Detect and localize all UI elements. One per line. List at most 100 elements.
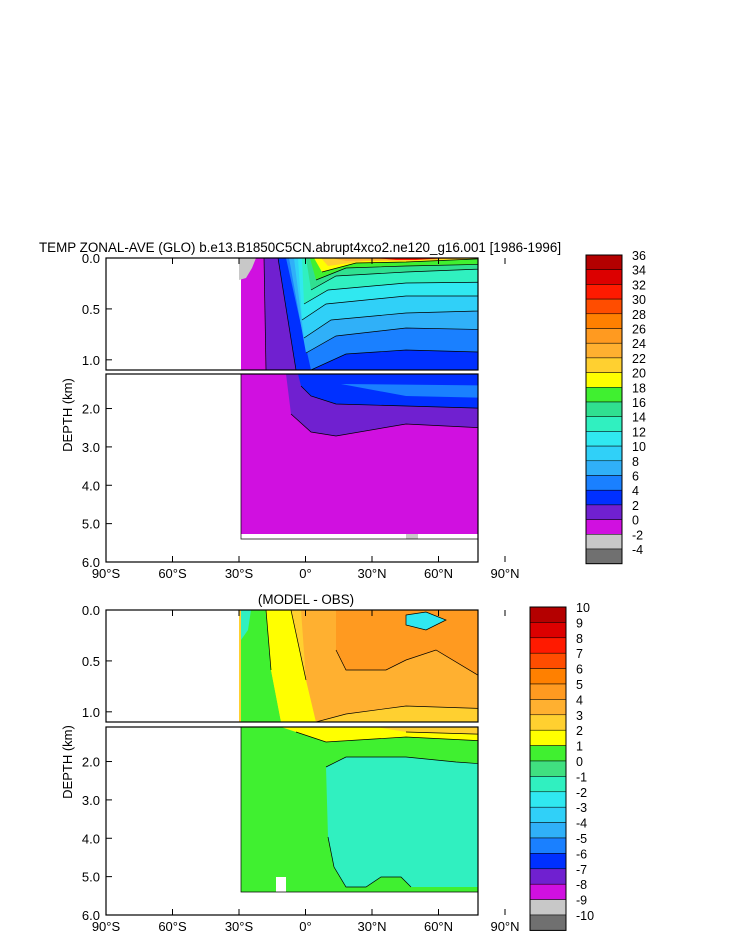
colorbar-label: 28: [632, 308, 646, 322]
colorbar-label: -9: [576, 894, 587, 908]
colorbar-label: 8: [576, 632, 583, 646]
colorbar-label: 18: [632, 381, 646, 395]
y-tick-label: 3.0: [82, 793, 100, 808]
x-tick-label: 90°N: [490, 919, 519, 934]
colorbar-swatch: [529, 637, 567, 654]
x-tick-label: 0°: [299, 566, 311, 581]
colorbar-label: 16: [632, 396, 646, 410]
colorbar-swatch: [585, 298, 623, 315]
x-tick-label: 30°S: [225, 566, 254, 581]
colorbar-label: 2: [632, 499, 639, 513]
y-tick-label: 3.0: [82, 440, 100, 455]
colorbar-label: -10: [576, 909, 594, 923]
colorbar-label: 0: [576, 755, 583, 769]
colorbar-swatch: [585, 284, 623, 300]
x-tick-label: 30°S: [225, 919, 254, 934]
y-tick-label: 1.0: [82, 705, 100, 720]
colorbar-label: -6: [576, 847, 587, 861]
x-tick-label: 60°S: [158, 919, 187, 934]
colorbar-swatch: [585, 254, 623, 270]
colorbar-swatch: [529, 714, 567, 731]
panel-temp: TEMP ZONAL-AVE (GLO) b.e13.B1850C5CN.abr…: [39, 240, 646, 581]
panel2-ylabel: DEPTH (km): [60, 725, 75, 799]
colorbar-swatch: [585, 313, 623, 329]
colorbar-swatch: [585, 342, 623, 359]
colorbar-frame: [585, 254, 623, 565]
colorbar-label: 2: [576, 724, 583, 738]
colorbar-swatch: [529, 606, 567, 623]
colorbar-label: 14: [632, 411, 646, 425]
colorbar-label: 1: [576, 740, 583, 754]
colorbar-swatch: [529, 868, 567, 885]
colorbar-label: 4: [632, 484, 639, 498]
colorbar-swatch: [529, 853, 567, 870]
colorbar-swatch: [585, 460, 623, 476]
x-tick-label: 30°N: [357, 566, 386, 581]
y-tick-label: 0.0: [82, 251, 100, 266]
panel2-axes: 90°S 60°S 30°S 0° 30°N 60°N 90°N 0.0 0.5 1.0 2.0 3.…: [82, 603, 520, 934]
colorbar-swatch: [529, 622, 567, 639]
colorbar-swatch: [585, 534, 623, 550]
colorbar-label: -2: [576, 786, 587, 800]
colorbar-label: -5: [576, 832, 587, 846]
colorbar-label: 4: [576, 693, 583, 707]
panel2-lower-plot: [105, 726, 479, 916]
colorbar-label: 10: [576, 601, 590, 615]
colorbar-label: 24: [632, 337, 646, 351]
colorbar-swatch: [529, 776, 567, 793]
y-tick-label: 6.0: [82, 908, 100, 923]
y-tick-label: 1.0: [82, 353, 100, 368]
panel2-title: (MODEL - OBS): [258, 592, 354, 607]
colorbar-label: 5: [576, 678, 583, 692]
colorbar-label: -8: [576, 878, 587, 892]
panel1-lower-plot: [105, 373, 479, 563]
colorbar-label: 6: [632, 470, 639, 484]
colorbar-swatch: [585, 387, 623, 403]
colorbar-swatch: [585, 445, 623, 462]
colorbar-label: 22: [632, 352, 646, 366]
colorbar-label: -2: [632, 528, 643, 542]
colorbar-label: 34: [632, 264, 646, 278]
x-tick-label: 0°: [299, 919, 311, 934]
colorbar-swatch: [529, 652, 567, 669]
colorbar-swatch: [529, 822, 567, 839]
colorbar-swatch: [529, 914, 567, 931]
colorbar-swatch: [585, 548, 623, 564]
colorbar-swatch: [585, 431, 623, 447]
y-tick-label: 6.0: [82, 555, 100, 570]
x-tick-label: 60°N: [424, 919, 453, 934]
colorbar-label: 36: [632, 249, 646, 263]
colorbar-label: 10: [632, 440, 646, 454]
colorbar-swatch: [529, 883, 567, 900]
colorbar-label: -3: [576, 801, 587, 815]
colorbar-swatch: [529, 899, 567, 916]
colorbar-label: 8: [632, 455, 639, 469]
colorbar-swatch: [529, 683, 567, 700]
colorbar-label: 0: [632, 514, 639, 528]
colorbar-swatch: [585, 401, 623, 417]
colorbar-swatch: [529, 760, 567, 777]
colorbar-frame: [529, 606, 567, 931]
colorbar-swatch: [585, 269, 623, 285]
x-tick-label: 30°N: [357, 919, 386, 934]
colorbar-swatch: [585, 504, 623, 520]
colorbar-label: 3: [576, 709, 583, 723]
y-tick-label: 4.0: [82, 478, 100, 493]
colorbar-label: 6: [576, 663, 583, 677]
colorbar-label: -4: [576, 817, 587, 831]
colorbar-swatch: [585, 489, 623, 506]
panel1-ylabel: DEPTH (km): [60, 378, 75, 452]
y-tick-label: 5.0: [82, 517, 100, 532]
colorbar-label: -7: [576, 863, 587, 877]
colorbar-swatch: [529, 699, 567, 716]
colorbar-swatch: [585, 357, 623, 373]
panel1-upper-plot: [105, 257, 479, 371]
x-tick-label: 90°S: [92, 919, 121, 934]
panel1-title: TEMP ZONAL-AVE (GLO) b.e13.B1850C5CN.abr…: [39, 240, 561, 255]
colorbar-label: 32: [632, 278, 646, 292]
colorbar-label: -4: [632, 543, 643, 557]
colorbar-swatch: [585, 416, 623, 432]
y-tick-label: 0.5: [82, 302, 100, 317]
